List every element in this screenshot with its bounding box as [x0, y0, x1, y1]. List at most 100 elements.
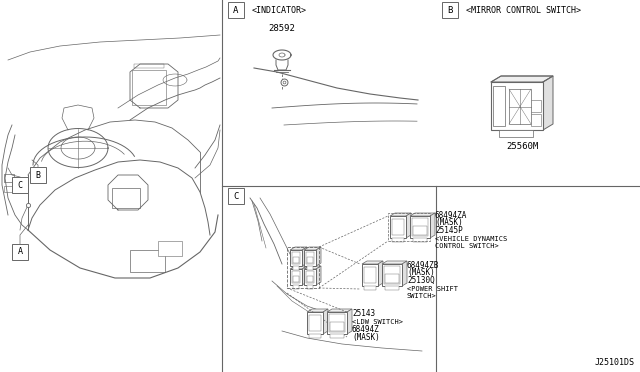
Bar	[364, 286, 376, 290]
Bar	[413, 226, 427, 235]
Polygon shape	[362, 261, 383, 264]
Bar	[392, 238, 404, 242]
Bar	[307, 266, 313, 270]
Bar	[390, 216, 406, 238]
Bar	[442, 2, 458, 18]
Text: C: C	[234, 192, 239, 201]
Polygon shape	[347, 309, 352, 334]
Bar	[509, 89, 531, 124]
Bar	[293, 266, 299, 270]
Bar	[493, 86, 505, 126]
Polygon shape	[327, 309, 352, 312]
Bar	[364, 267, 376, 283]
Polygon shape	[307, 309, 328, 312]
Text: 25130Q: 25130Q	[407, 276, 435, 285]
Polygon shape	[491, 76, 553, 82]
Bar	[330, 334, 344, 338]
Bar	[158, 241, 182, 256]
Bar	[306, 252, 314, 264]
Bar	[309, 315, 321, 331]
Text: (MASK): (MASK)	[352, 333, 380, 342]
Bar	[491, 82, 543, 130]
Bar	[228, 188, 244, 204]
Polygon shape	[323, 309, 328, 334]
Polygon shape	[304, 266, 321, 269]
Text: A: A	[17, 247, 22, 257]
Bar	[384, 266, 400, 284]
Bar	[410, 216, 430, 238]
Bar	[304, 250, 316, 266]
Bar	[4, 186, 14, 192]
Text: <INDICATOR>: <INDICATOR>	[252, 6, 307, 15]
Polygon shape	[406, 213, 411, 238]
Text: CONTROL SWITCH>: CONTROL SWITCH>	[435, 243, 499, 249]
Bar	[499, 130, 533, 137]
Bar	[382, 264, 402, 286]
Bar	[330, 322, 344, 331]
Bar	[290, 269, 302, 285]
Bar	[4, 174, 14, 182]
Text: 68494Z: 68494Z	[352, 325, 380, 334]
Bar	[287, 247, 319, 288]
Text: (MASK): (MASK)	[435, 218, 463, 227]
Bar	[385, 286, 399, 290]
Bar	[12, 244, 28, 260]
Text: SWITCH>: SWITCH>	[407, 293, 436, 299]
Polygon shape	[402, 261, 407, 286]
Polygon shape	[382, 261, 407, 264]
Polygon shape	[543, 76, 553, 130]
Bar	[309, 334, 321, 338]
Polygon shape	[290, 247, 307, 250]
Text: (MASK): (MASK)	[407, 268, 435, 277]
Polygon shape	[304, 247, 321, 250]
Bar	[531, 114, 541, 126]
Bar	[30, 167, 46, 183]
Polygon shape	[430, 213, 435, 238]
Bar	[12, 177, 28, 193]
Bar	[362, 264, 378, 286]
Bar	[292, 271, 300, 283]
Bar	[385, 274, 399, 283]
Bar	[412, 218, 428, 236]
Text: <POWER SHIFT: <POWER SHIFT	[407, 286, 458, 292]
Polygon shape	[290, 266, 307, 269]
Bar	[134, 64, 164, 68]
Polygon shape	[410, 213, 435, 216]
Polygon shape	[302, 266, 307, 285]
Bar	[306, 271, 314, 283]
Bar	[293, 257, 299, 263]
Bar	[392, 219, 404, 235]
Bar	[531, 100, 541, 112]
Text: <VEHICLE DYNAMICS: <VEHICLE DYNAMICS	[435, 236, 508, 242]
Text: C: C	[17, 180, 22, 189]
Bar	[307, 285, 313, 289]
Polygon shape	[378, 261, 383, 286]
Bar	[329, 314, 345, 332]
Text: 68494ZA: 68494ZA	[435, 211, 467, 220]
Bar	[290, 250, 302, 266]
Polygon shape	[302, 247, 307, 266]
Bar	[304, 269, 316, 285]
Bar	[112, 188, 140, 208]
Text: J25101DS: J25101DS	[595, 358, 635, 367]
Text: 25143: 25143	[352, 309, 375, 318]
Text: <MIRROR CONTROL SWITCH>: <MIRROR CONTROL SWITCH>	[466, 6, 581, 15]
Bar	[388, 213, 430, 241]
Text: 28592: 28592	[269, 23, 296, 32]
Bar	[293, 285, 299, 289]
Text: 68494ZB: 68494ZB	[407, 261, 440, 270]
Bar	[132, 70, 166, 105]
Polygon shape	[316, 247, 321, 266]
Text: 25145P: 25145P	[435, 226, 463, 235]
Bar	[327, 312, 347, 334]
Polygon shape	[316, 266, 321, 285]
Bar	[130, 250, 165, 272]
Bar	[307, 257, 313, 263]
Bar	[307, 312, 323, 334]
Bar	[228, 2, 244, 18]
Text: B: B	[35, 170, 40, 180]
Text: B: B	[447, 6, 452, 15]
Bar	[307, 276, 313, 282]
Text: 25560M: 25560M	[506, 141, 538, 151]
Bar	[413, 238, 427, 242]
